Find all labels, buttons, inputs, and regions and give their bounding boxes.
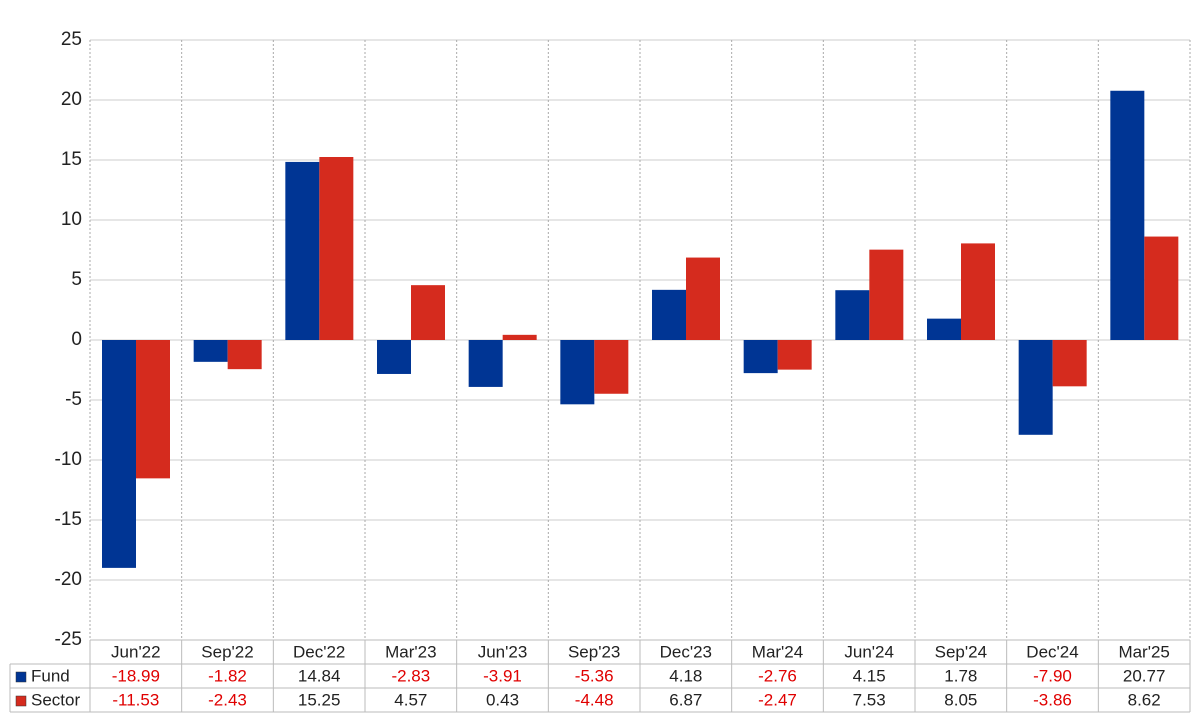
bar [227, 340, 262, 370]
bar [1144, 236, 1179, 340]
bar [502, 334, 537, 340]
table-value: 1.78 [944, 666, 977, 685]
table-value: 4.15 [853, 666, 886, 685]
bar [468, 340, 503, 387]
table-value: -2.83 [391, 666, 430, 685]
y-tick-label: 15 [61, 149, 82, 170]
table-value: 14.84 [298, 666, 341, 685]
legend-label: Sector [31, 690, 80, 709]
table-value: -3.91 [483, 666, 522, 685]
bar [136, 340, 170, 479]
table-value: 8.05 [944, 690, 977, 709]
bar [102, 340, 136, 568]
x-tick-label: Mar'24 [752, 642, 803, 661]
bar [1110, 90, 1145, 340]
table-value: -2.47 [758, 690, 797, 709]
x-tick-label: Dec'22 [293, 642, 345, 661]
table-value: -4.48 [575, 690, 614, 709]
table-value: -1.82 [208, 666, 247, 685]
x-tick-label: Dec'24 [1026, 642, 1078, 661]
y-tick-label: -10 [55, 449, 82, 470]
y-tick-label: 20 [61, 89, 82, 110]
y-tick-label: -15 [55, 509, 82, 530]
table-value: -5.36 [575, 666, 614, 685]
table-value: -2.76 [758, 666, 797, 685]
legend-label: Fund [31, 666, 70, 685]
x-tick-label: Mar'25 [1118, 642, 1169, 661]
bar [743, 340, 778, 374]
legend-swatch [15, 671, 27, 683]
x-tick-label: Dec'23 [660, 642, 712, 661]
table-value: -18.99 [112, 666, 160, 685]
bar [319, 157, 354, 340]
y-tick-label: 10 [61, 209, 82, 230]
bar [652, 289, 686, 340]
x-tick-label: Jun'24 [844, 642, 894, 661]
bar [377, 340, 411, 374]
bar [411, 285, 445, 340]
x-tick-label: Sep'22 [201, 642, 253, 661]
table-value: 4.18 [669, 666, 702, 685]
y-tick-label: 5 [71, 269, 82, 290]
bar [927, 318, 961, 340]
table-value: 20.77 [1123, 666, 1166, 685]
table-value: -3.86 [1033, 690, 1072, 709]
bar [777, 340, 812, 370]
table-value: 0.43 [486, 690, 519, 709]
bar [835, 290, 870, 340]
y-tick-label: -5 [65, 389, 82, 410]
x-tick-label: Sep'23 [568, 642, 620, 661]
bar [594, 340, 629, 394]
table-value: -7.90 [1033, 666, 1072, 685]
bar [560, 340, 595, 405]
bar [961, 243, 995, 340]
table-value: 8.62 [1128, 690, 1161, 709]
bar [193, 340, 228, 362]
bar [1018, 340, 1053, 435]
bar [869, 249, 904, 340]
table-value: 4.57 [394, 690, 427, 709]
table-value: -11.53 [112, 690, 159, 709]
x-tick-label: Mar'23 [385, 642, 436, 661]
legend-swatch [15, 695, 27, 707]
y-tick-label: -20 [55, 569, 82, 590]
bar [1052, 340, 1087, 387]
x-tick-label: Sep'24 [935, 642, 987, 661]
y-tick-label: 0 [71, 329, 82, 350]
table-value: 7.53 [853, 690, 886, 709]
bar [686, 257, 720, 340]
x-tick-label: Jun'22 [111, 642, 161, 661]
bar [285, 161, 320, 340]
y-tick-label: 25 [61, 29, 82, 50]
y-tick-label: -25 [55, 629, 82, 650]
table-value: -2.43 [208, 690, 247, 709]
x-tick-label: Jun'23 [478, 642, 528, 661]
table-value: 15.25 [298, 690, 341, 709]
table-value: 6.87 [669, 690, 702, 709]
